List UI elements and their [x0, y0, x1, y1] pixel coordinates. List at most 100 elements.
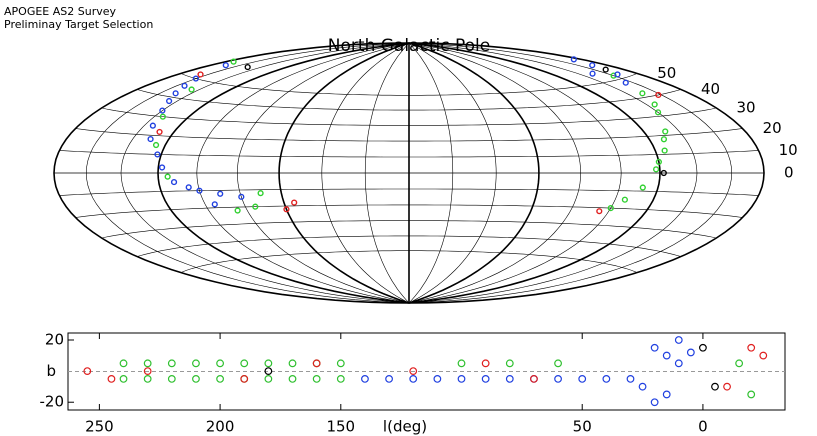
header-line: APOGEE AS2 Survey: [4, 5, 116, 18]
point: [119, 374, 128, 383]
point: [505, 374, 514, 383]
parallel: [101, 220, 717, 239]
y-tick-label: -20: [40, 393, 65, 411]
sky-point: [244, 63, 251, 71]
sky-point: [154, 151, 161, 158]
point: [288, 374, 297, 383]
x-tick-label: 150: [326, 418, 355, 436]
sky-point: [614, 71, 621, 78]
sky-point: [660, 169, 667, 177]
point: [143, 359, 152, 368]
y-axis-label: b: [46, 362, 56, 380]
parallel: [137, 89, 681, 111]
point: [433, 374, 442, 383]
sky-point: [662, 128, 669, 135]
sky-point: [655, 158, 662, 165]
point: [216, 374, 224, 383]
point: [602, 374, 611, 383]
point: [650, 343, 659, 352]
point: [674, 336, 683, 344]
point: [674, 359, 683, 368]
parallel: [75, 128, 743, 142]
sky-point: [159, 107, 166, 114]
sky-point: [283, 206, 290, 213]
sky-point: [639, 90, 646, 97]
point: [650, 398, 659, 407]
sky-point: [222, 62, 229, 69]
sky-point: [159, 113, 166, 120]
lat-tick-label: 0: [784, 164, 794, 182]
point: [530, 374, 538, 383]
parallel: [180, 73, 638, 96]
point: [505, 359, 514, 368]
sky-point: [230, 58, 237, 65]
point: [143, 367, 152, 376]
point: [361, 374, 369, 383]
point: [723, 382, 731, 391]
point: [481, 359, 490, 368]
point: [264, 367, 273, 376]
sky-point: [156, 128, 163, 136]
x-tick-label: 200: [206, 418, 235, 436]
sky-point: [589, 62, 596, 69]
point: [554, 359, 562, 368]
sky-point: [192, 75, 199, 82]
sky-point: [570, 56, 577, 63]
point: [457, 374, 466, 383]
point: [143, 374, 152, 383]
point: [554, 374, 562, 383]
parallel: [59, 188, 759, 196]
sky-point: [170, 178, 178, 186]
sky-point: [166, 97, 173, 105]
sky-point: [147, 135, 154, 143]
point: [192, 374, 200, 383]
point: [626, 374, 635, 383]
sky-point: [652, 166, 660, 173]
point: [578, 374, 587, 383]
point: [83, 367, 92, 376]
sky-point: [197, 71, 204, 78]
point: [192, 359, 200, 368]
point: [167, 374, 176, 383]
sky-point: [238, 193, 245, 200]
sky-point: [164, 173, 171, 180]
sky-point: [596, 208, 603, 215]
point: [662, 390, 671, 399]
sky-point: [607, 205, 614, 212]
sky-point: [621, 196, 628, 203]
x-tick-label: 250: [85, 418, 114, 436]
point: [457, 359, 466, 368]
point: [747, 343, 756, 352]
point: [107, 374, 116, 383]
point: [699, 343, 707, 352]
x-axis-label: l(deg): [383, 418, 427, 436]
parallel: [101, 107, 717, 126]
lat-tick-label: 10: [779, 141, 798, 159]
point: [759, 351, 768, 360]
point: [336, 359, 345, 368]
sky-point: [172, 90, 179, 97]
sky-point: [158, 164, 166, 171]
sky-point: [661, 147, 668, 154]
sky-point: [655, 91, 662, 99]
point: [312, 374, 321, 383]
point: [735, 359, 744, 368]
point: [638, 382, 647, 391]
point: [336, 374, 345, 383]
point: [686, 348, 695, 357]
sky-point: [257, 190, 264, 197]
parallel: [75, 204, 743, 218]
sky-point: [651, 101, 658, 108]
point: [264, 359, 273, 368]
strip-panel: 250 200 150 50 0 -20 20 b l(deg): [40, 331, 786, 436]
sky-point: [602, 66, 609, 73]
sky-point: [217, 190, 224, 197]
x-tick-label: 0: [698, 418, 708, 436]
point: [240, 359, 249, 368]
point: [662, 351, 671, 360]
sky-point: [152, 141, 160, 149]
sky-point: [589, 70, 596, 77]
point: [409, 367, 418, 376]
